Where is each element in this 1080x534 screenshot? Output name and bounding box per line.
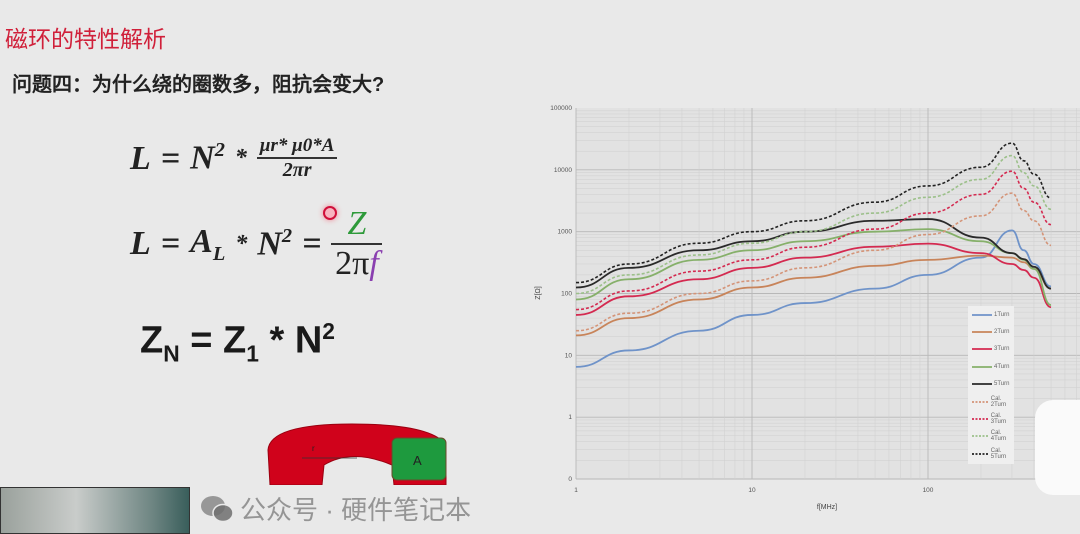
series-line-2turn [576, 254, 1052, 337]
formula-fraction: μr* μ0*A 2πr [256, 135, 338, 182]
legend-swatch [972, 348, 992, 351]
watermark-text: 公众号 · 硬件笔记本 [240, 495, 472, 525]
x-tick-label: 1 [574, 487, 578, 494]
formula-impedance-scaling: ZN = Z1 * N2 [140, 318, 335, 367]
formula-operator: = [302, 225, 322, 262]
denominator: 2πf [335, 245, 379, 282]
overlay-shape [1035, 400, 1080, 495]
x-axis-label: f[MHz] [817, 504, 837, 511]
series-line-cal-2turn [576, 192, 1052, 332]
webcam-overlay [0, 487, 190, 534]
formula-term: L [130, 225, 151, 262]
legend-item: Cal. 5Turn [968, 445, 1014, 462]
legend-label: 2Turn [994, 329, 1010, 336]
formula-term: L [130, 139, 151, 177]
legend-swatch [972, 313, 992, 316]
area-label: A [413, 453, 422, 468]
x-tick-label: 100 [923, 487, 934, 494]
legend-item: 4Turn [968, 358, 1014, 375]
legend-item: 3Turn [968, 341, 1014, 358]
legend-swatch [972, 418, 989, 420]
legend-item: 5Turn [968, 376, 1014, 393]
grid [575, 108, 1080, 480]
formula-operator: = [160, 139, 181, 177]
series-line-5turn [576, 218, 1052, 290]
formula-fraction: Z 2πf [331, 205, 383, 283]
series-line-cal-3turn [576, 170, 1052, 311]
y-tick-label: 10000 [554, 167, 572, 174]
formula-term: N2 [190, 139, 225, 177]
radius-label: r [312, 444, 315, 453]
legend-label: 1Turn [994, 311, 1010, 318]
series-lines [576, 142, 1052, 368]
legend-item: 2Turn [968, 323, 1014, 340]
legend-swatch [972, 365, 992, 368]
y-tick-label: 1 [568, 414, 572, 421]
denominator: 2πr [282, 159, 312, 181]
formula-operator: = [160, 225, 181, 262]
y-tick-label: 0 [568, 476, 572, 483]
legend-swatch [972, 435, 989, 438]
formula-operator: * [234, 145, 247, 171]
series-line-1turn [576, 229, 1052, 368]
x-axis-ticks: 1 10 100 [574, 487, 934, 494]
y-axis-label: Z[Ω] [535, 286, 542, 299]
legend-label: Cal. 3Turn [990, 413, 1007, 426]
legend-label: 4Turn [994, 363, 1010, 370]
slide-title: 磁环的特性解析 [5, 27, 166, 53]
numerator: Z [331, 205, 383, 245]
legend-label: Cal. 2Turn [990, 395, 1007, 408]
chart-legend: 1Turn 2Turn 3Turn 4Turn 5Turn Cal. 2Turn Cal. … [968, 306, 1014, 464]
legend-item: 1Turn [968, 306, 1014, 323]
legend-item: Cal. 2Turn [968, 393, 1014, 410]
series-line-cal-5turn [576, 142, 1052, 284]
series-line-cal-4turn [576, 154, 1052, 295]
x-tick-label: 10 [748, 487, 756, 494]
numerator: μr* μ0*A [256, 135, 338, 159]
legend-swatch [972, 331, 992, 333]
legend-swatch [972, 452, 989, 455]
legend-item: Cal. 3Turn [968, 410, 1014, 427]
legend-label: 3Turn [994, 346, 1010, 353]
formula-operator: * [235, 230, 248, 257]
legend-label: 5Turn [994, 381, 1010, 388]
wechat-icon [201, 495, 234, 522]
cross-section-area [391, 437, 447, 481]
question-heading: 问题四：为什么绕的圈数多，阻抗会变大? [12, 74, 385, 96]
y-tick-label: 10 [565, 352, 573, 359]
legend-label: Cal. 4Turn [990, 430, 1007, 443]
legend-item: Cal. 4Turn [968, 428, 1014, 445]
legend-swatch [972, 383, 992, 386]
y-tick-label: 100000 [550, 105, 572, 112]
y-tick-label: 1000 [558, 229, 573, 236]
toroid-core-diagram: r A [267, 423, 447, 485]
legend-swatch [972, 400, 989, 403]
formula-inductance-al: L = AL * N2 = Z 2πf [130, 205, 383, 283]
series-line-3turn [576, 242, 1052, 316]
formula-term: AL [190, 222, 226, 265]
formula-inductance-geometry: L = N2 * μr* μ0*A 2πr [130, 135, 338, 182]
legend-label: Cal. 5Turn [990, 447, 1007, 460]
y-tick-label: 100 [561, 291, 572, 298]
laser-pointer-dot [323, 206, 337, 220]
watermark: 公众号 · 硬件笔记本 [200, 490, 471, 527]
formula-term: N2 [257, 224, 293, 263]
